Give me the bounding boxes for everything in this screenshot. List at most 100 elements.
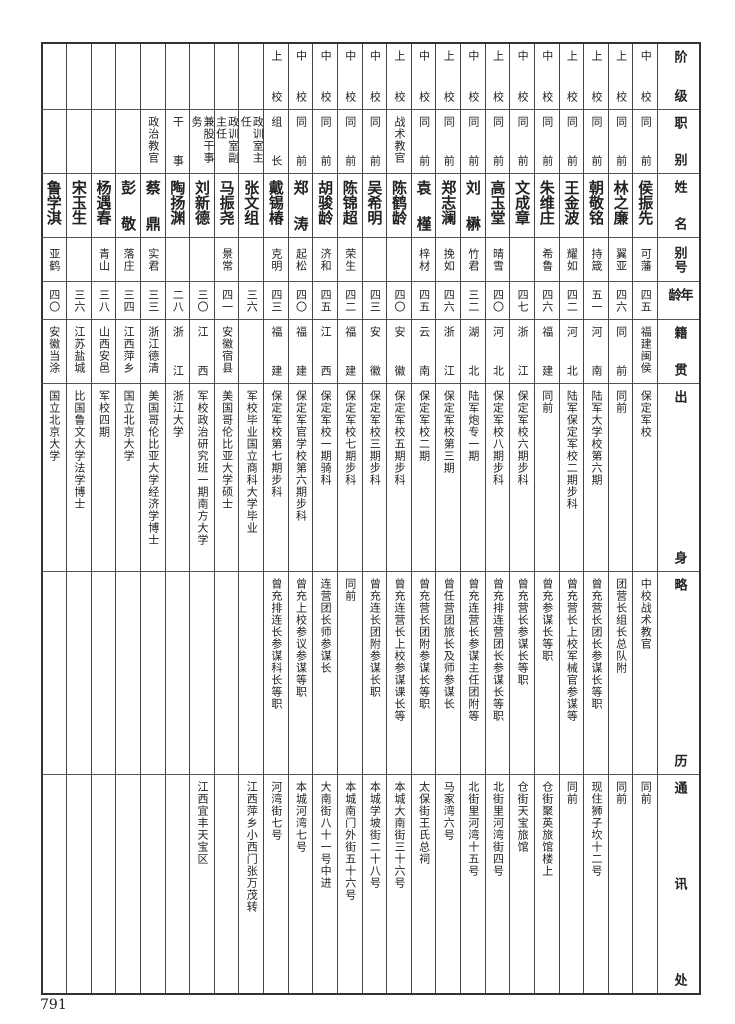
name-text: 陈鹤龄 (389, 180, 408, 225)
cell-age: 三六 (239, 282, 263, 320)
cell-alias (67, 238, 91, 282)
age-text: 四六 (442, 288, 456, 313)
origin-text: 浙江 (516, 326, 530, 377)
origin-text: 安徽 (368, 326, 382, 377)
name-text: 侯振先 (636, 180, 655, 225)
address-text: 现住狮子坎十二号 (589, 781, 603, 877)
cell-education: 军校政治研究班一期南方大学 (190, 384, 214, 572)
cell-career: 曾充连营长上校参谋课长等 (387, 572, 411, 775)
cell-post: 同前 (337, 110, 362, 174)
cell-career: 曾充营长上校军械官参谋等 (559, 572, 584, 775)
age-text: 三〇 (195, 288, 209, 313)
cell-name: 文成章 (510, 174, 534, 238)
cell-career: 团营长组长总队附 (608, 572, 633, 775)
cell-rank: 中校 (337, 44, 362, 110)
origin-text: 福建闽侯 (639, 326, 653, 374)
age-text: 二八 (171, 288, 185, 313)
rank-text: 上校 (589, 50, 603, 103)
cell-rank: 上校 (608, 44, 633, 110)
post-text: 同前 (319, 116, 333, 167)
post-text: 战术教官 (392, 116, 406, 164)
cell-post (67, 110, 91, 174)
cell-name: 郑涛 (288, 174, 313, 238)
cell-rank (91, 44, 116, 110)
cell-rank: 上校 (436, 44, 460, 110)
origin-text: 浙江 (171, 326, 185, 377)
education-text: 保定军校六期步科 (516, 390, 530, 486)
cell-address (166, 775, 190, 993)
person-record: 上校 同前 王金波 耀如 四二 河北 陆军保定军校二期步科 曾充营长上校军械官参谋等 同前 (558, 44, 584, 993)
cell-post: 同前 (510, 110, 534, 174)
cell-address: 江西宜丰天宝区 (190, 775, 214, 993)
cell-post (91, 110, 116, 174)
education-text: 保定军校第七期步科 (269, 390, 283, 498)
cell-rank (165, 44, 190, 110)
person-record: 中校 同前 侯振先 可藩 四五 福建闽侯 保定军校 中校战术教官 同前 (632, 44, 657, 993)
cell-alias: 可藩 (633, 238, 657, 282)
career-text: 曾充连营长上校参谋课长等 (392, 578, 406, 722)
cell-career: 曾充连营长参谋主任团附等 (461, 572, 485, 775)
cell-address (67, 775, 91, 993)
address-text: 本城大南街三十六号 (392, 781, 406, 889)
cell-alias (510, 238, 534, 282)
name-text: 郑涛 (291, 180, 310, 231)
person-record: 政训室主任 张文组 三六 军校毕业国立商科大学毕业 江西萍乡小西门张万茂转 (238, 44, 263, 993)
name-text: 吴希明 (365, 180, 384, 225)
cell-career: 曾充营长参谋长等职 (510, 572, 534, 775)
name-text: 文成章 (513, 180, 532, 225)
age-text: 四六 (540, 288, 554, 313)
cell-age: 四〇 (387, 282, 411, 320)
cell-age: 四六 (436, 282, 460, 320)
rank-text: 上校 (442, 50, 456, 103)
cell-rank (41, 44, 66, 110)
post-text: 同前 (589, 116, 603, 167)
cell-career (91, 572, 116, 775)
alias-text: 竹君 (466, 247, 480, 272)
origin-text: 江西萍乡 (122, 326, 136, 374)
cell-alias (190, 238, 214, 282)
age-text: 四三 (368, 288, 382, 313)
career-text: 曾充营长团长参谋长等职 (589, 578, 603, 710)
post-text: 同前 (491, 116, 505, 167)
rank-text: 中校 (417, 50, 431, 103)
cell-address: 马家湾六号 (436, 775, 460, 993)
cell-age: 三〇 (190, 282, 214, 320)
cell-age: 四六 (534, 282, 559, 320)
cell-name: 胡骏龄 (313, 174, 337, 238)
career-text: 曾充上校参议参谋等职 (294, 578, 308, 698)
career-text: 曾充连长团附参谋长职 (368, 578, 382, 698)
cell-alias: 梓材 (411, 238, 436, 282)
cell-rank: 上校 (485, 44, 510, 110)
header-cell-education: 出身 (658, 384, 699, 572)
header-label: 职别 (671, 116, 687, 167)
age-text: 四三 (269, 288, 283, 313)
cell-rank (239, 44, 263, 110)
cell-name: 陈锦超 (337, 174, 362, 238)
cell-name: 马振尧 (214, 174, 239, 238)
cell-address: 同前 (609, 775, 633, 993)
cell-rank: 上校 (387, 44, 411, 110)
name-text: 高玉堂 (488, 180, 507, 225)
person-record: 中校 同前 朱维庄 希鲁 四六 福建 同前 曾充参谋长等职 仓街聚英旅馆楼上 (533, 44, 559, 993)
cell-name: 杨遇春 (91, 174, 116, 238)
education-text: 军校四期 (97, 390, 111, 438)
cell-career: 曾充排连营团长参谋长等职 (485, 572, 510, 775)
address-text: 同前 (639, 781, 653, 805)
cell-address: 本城河湾七号 (289, 775, 313, 993)
cell-address: 仓街聚英旅馆楼上 (535, 775, 559, 993)
cell-alias: 济和 (313, 238, 337, 282)
education-text: 比国鲁文大学法学博士 (72, 390, 86, 510)
cell-address (92, 775, 116, 993)
rank-text: 上校 (269, 50, 283, 103)
cell-rank (190, 44, 214, 110)
cell-career (41, 572, 66, 775)
address-text: 马家湾六号 (442, 781, 456, 841)
header-label: 籍贯 (671, 326, 687, 377)
age-text: 三六 (245, 288, 259, 313)
cell-age: 四五 (313, 282, 337, 320)
person-record: 中校 同前 文成章 四七 浙江 保定军校六期步科 曾充营长参谋长等职 仓街天宝旅馆 (509, 44, 534, 993)
cell-age: 四三 (264, 282, 288, 320)
age-text: 四一 (220, 288, 234, 313)
cell-education: 保定军校第七期步科 (264, 384, 288, 572)
origin-text: 浙江 (442, 326, 456, 377)
